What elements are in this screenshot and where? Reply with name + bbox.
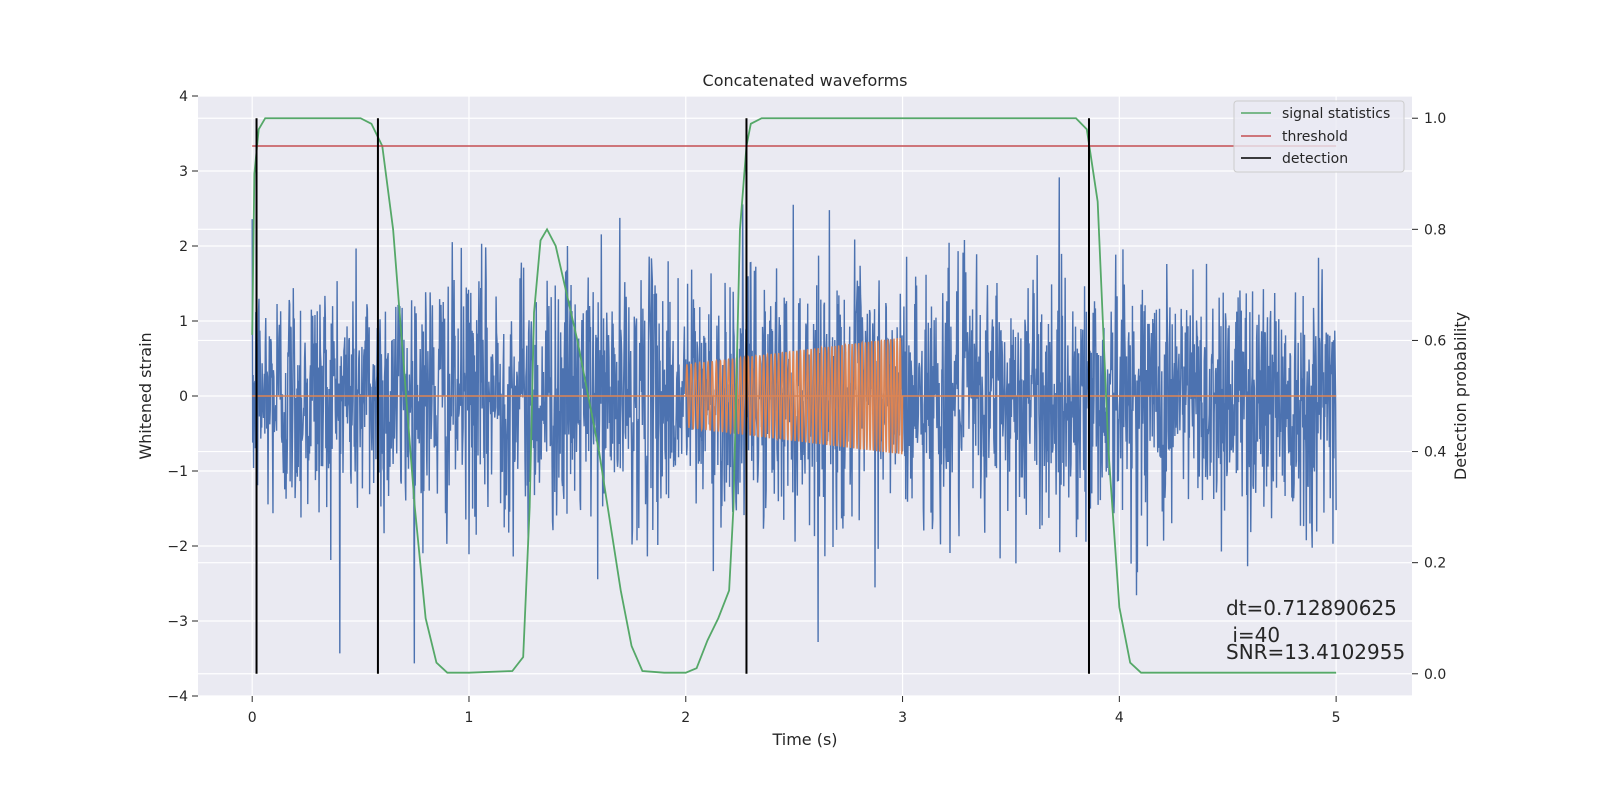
y-tick-label: 0 xyxy=(179,389,188,405)
x-tick-label: 1 xyxy=(465,710,474,726)
chart-title: Concatenated waveforms xyxy=(703,71,908,90)
y2-axis-label: Detection probability xyxy=(1451,312,1470,480)
y2-tick-label: 1.0 xyxy=(1424,111,1446,127)
annotation-dt: dt=0.712890625 xyxy=(1226,596,1397,620)
x-tick-label: 5 xyxy=(1332,710,1341,726)
y-axis-label: Whitened strain xyxy=(136,332,155,459)
y-axis-ticks: −4 −3 −2 −1 0 1 2 3 4 xyxy=(167,89,198,705)
y-tick-label: 3 xyxy=(179,164,188,180)
y-tick-label: −3 xyxy=(167,614,188,630)
x-tick-label: 3 xyxy=(898,710,907,726)
detection-series xyxy=(255,118,1090,674)
signal-statistics-series xyxy=(251,117,1337,674)
x-tick-label: 0 xyxy=(248,710,257,726)
y-tick-label: 2 xyxy=(179,239,188,255)
x-tick-label: 4 xyxy=(1115,710,1124,726)
legend-label-signal-statistics: signal statistics xyxy=(1282,106,1390,122)
y2-tick-label: 0.8 xyxy=(1424,222,1446,238)
y2-tick-label: 0.0 xyxy=(1424,667,1446,683)
injection-chirp xyxy=(685,337,904,455)
annotation-snr: SNR=13.4102955 xyxy=(1226,640,1405,664)
x-axis-ticks: 0 1 2 3 4 5 xyxy=(248,696,1341,726)
signal-statistics-line xyxy=(251,117,1337,674)
legend-label-detection: detection xyxy=(1282,151,1348,167)
x-tick-label: 2 xyxy=(681,710,690,726)
y-tick-label: −1 xyxy=(167,464,188,480)
annotation-i: i=40 xyxy=(1226,623,1280,647)
y-tick-label: −4 xyxy=(167,689,188,705)
y2-tick-label: 0.4 xyxy=(1424,445,1446,461)
y2-axis-ticks: 0.0 0.2 0.4 0.6 0.8 1.0 xyxy=(1412,111,1446,683)
injection-series xyxy=(252,337,1337,455)
x-axis-label: Time (s) xyxy=(771,730,837,749)
y2-tick-label: 0.2 xyxy=(1424,556,1446,572)
legend: signal statistics threshold detection xyxy=(1233,100,1405,173)
y-tick-label: 4 xyxy=(179,89,188,105)
y-tick-label: −2 xyxy=(167,539,188,555)
y-tick-label: 1 xyxy=(179,314,188,330)
y2-tick-label: 0.6 xyxy=(1424,333,1446,349)
legend-label-threshold: threshold xyxy=(1282,129,1348,145)
legend-box xyxy=(1233,100,1405,173)
